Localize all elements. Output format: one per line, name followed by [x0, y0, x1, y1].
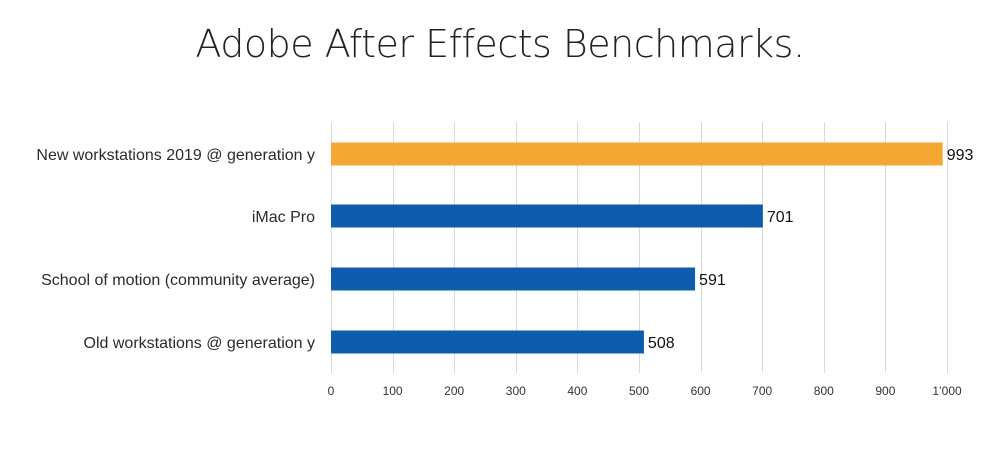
bar: [331, 267, 696, 291]
x-tick-label: 300: [506, 384, 526, 398]
x-tick-label: 600: [691, 384, 711, 398]
value-label: 993: [947, 147, 974, 164]
x-tick-label: 100: [383, 384, 403, 398]
value-label: 701: [767, 209, 794, 226]
x-axis-tick-labels: 0 100 200 300 400 500 600 700 800 900 1’000: [328, 384, 962, 398]
value-label: 508: [648, 335, 675, 352]
bars: [331, 142, 943, 354]
bar: [331, 204, 763, 228]
category-label: Old workstations @ generation y: [84, 335, 315, 352]
category-labels: New workstations 2019 @ generation y iMac…: [36, 147, 315, 352]
bar: [331, 142, 943, 166]
category-label: New workstations 2019 @ generation y: [36, 147, 315, 164]
x-tick-label: 400: [567, 384, 587, 398]
x-tick-label: 0: [328, 384, 335, 398]
x-tick-label: 200: [444, 384, 464, 398]
bar: [331, 330, 644, 354]
value-labels: 993 701 591 508: [648, 147, 974, 352]
category-label: School of motion (community average): [41, 272, 315, 289]
x-tick-label: 700: [752, 384, 772, 398]
x-tick-label: 900: [875, 384, 895, 398]
value-label: 591: [699, 272, 726, 289]
chart-title: Adobe After Effects Benchmarks.: [195, 22, 805, 66]
x-tick-label: 500: [629, 384, 649, 398]
category-label: iMac Pro: [252, 209, 315, 226]
x-tick-label: 1’000: [932, 384, 962, 398]
x-tick-label: 800: [814, 384, 834, 398]
